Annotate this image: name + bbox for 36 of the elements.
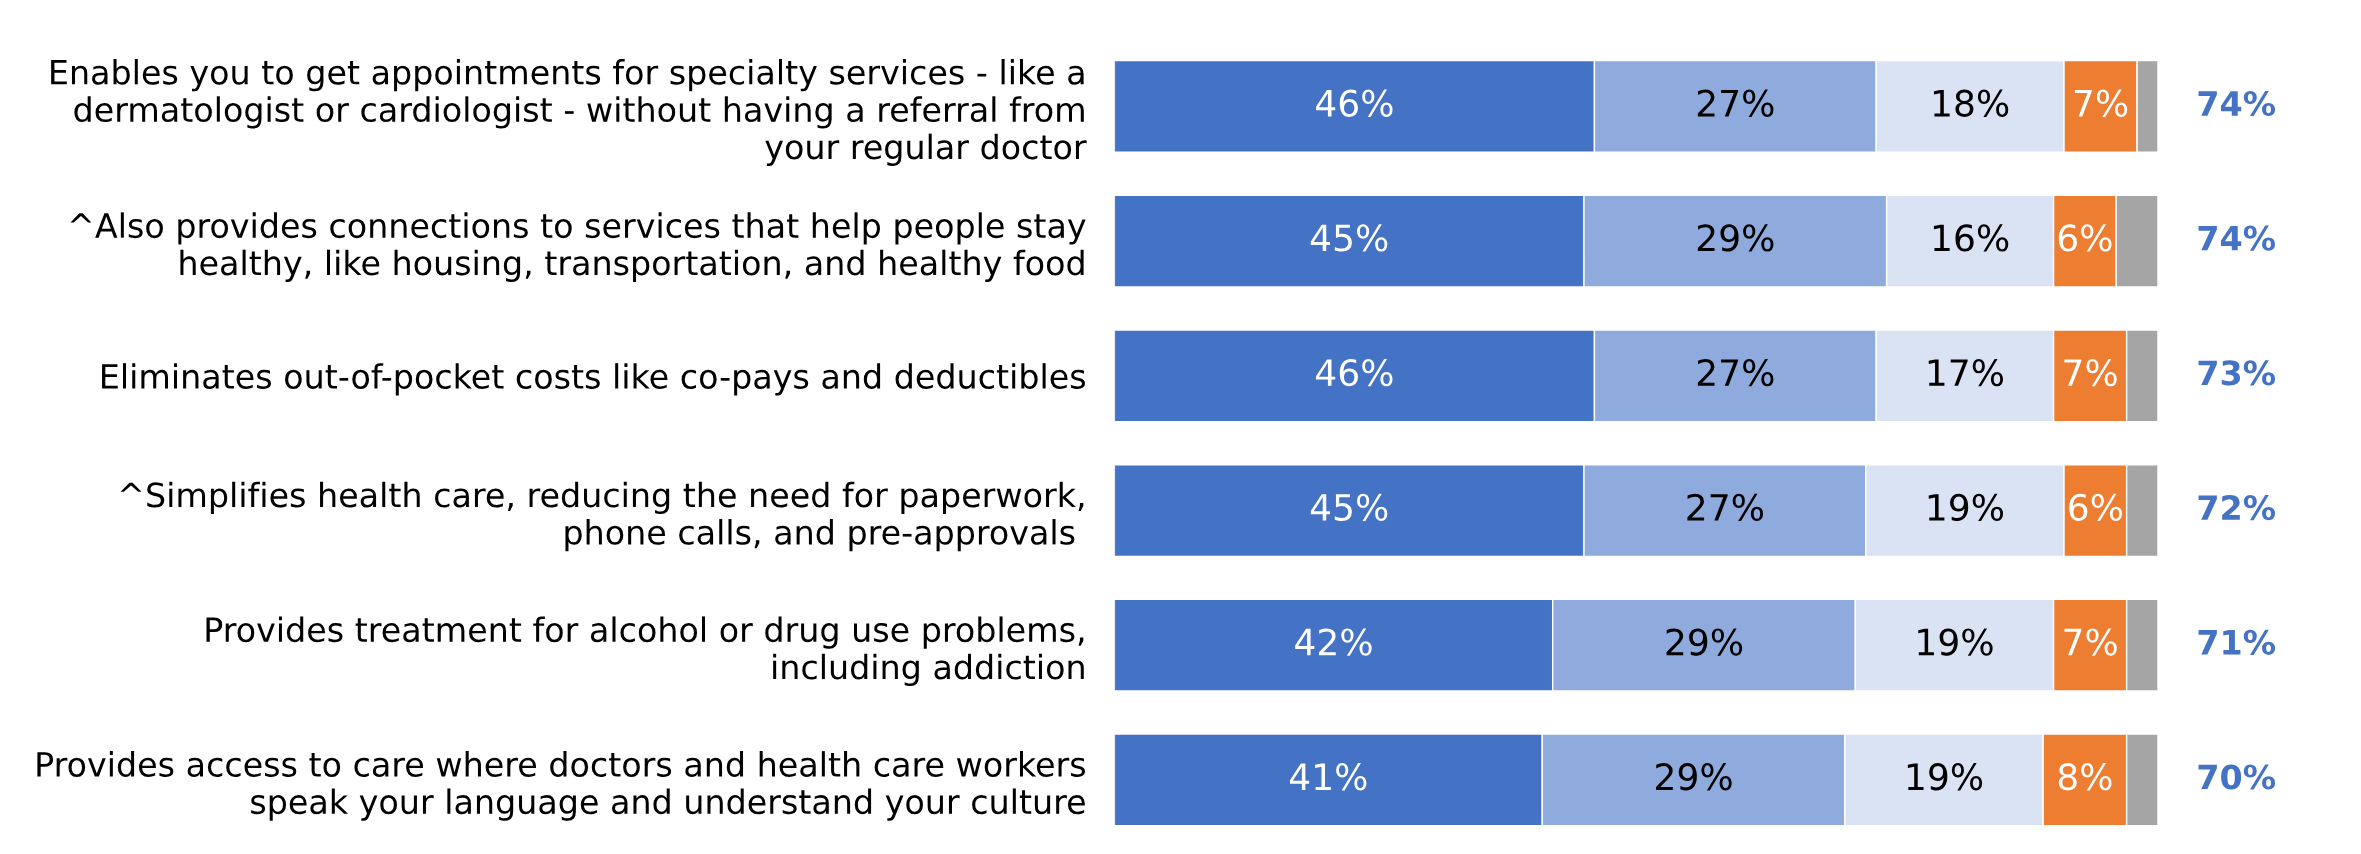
y-tick-label: Provides access to care where doctors and health care workers speak your language and understand your culture — [37, 751, 1085, 821]
data-label: 45% — [1310, 493, 1388, 521]
data-label: 19% — [1918, 628, 1993, 656]
data-label: 27% — [1697, 89, 1774, 117]
data-label: 7% — [2074, 89, 2128, 117]
y-tick-label: ^Also provides connections to services that help people stay healthy, like housing, transportation, and healthy food — [70, 212, 1086, 282]
data-label: 29% — [1666, 628, 1743, 656]
data-label: 45% — [1310, 224, 1388, 252]
data-label: 46% — [1316, 89, 1393, 117]
data-label: 19% — [1928, 493, 2004, 521]
text: 70% — [2198, 764, 2276, 790]
data-label: 17% — [1928, 358, 2004, 387]
y-tick-label: Provides treatment for alcohol or drug use problems, including addiction — [206, 616, 1084, 687]
text: 72% — [2198, 494, 2276, 521]
text: 74% — [2198, 225, 2276, 251]
data-label: 16% — [1933, 224, 2009, 252]
y-tick-label: Eliminates out-of-pocket costs like co-pays and deductibles — [102, 363, 1085, 396]
data-label: 29% — [1697, 224, 1774, 252]
data-label: 7% — [2064, 628, 2117, 656]
y-tick-label: ^Simplifies health care, reducing the need for paperwork, phone calls, and pre-approvals — [120, 481, 1084, 552]
text: 71% — [2198, 629, 2276, 655]
data-label: 6% — [2058, 224, 2112, 252]
text: 73% — [2198, 360, 2276, 386]
data-label: 42% — [1295, 628, 1372, 656]
data-label: 27% — [1697, 358, 1774, 387]
data-label: 46% — [1316, 358, 1393, 387]
data-label: 27% — [1687, 493, 1764, 521]
data-label: 18% — [1933, 89, 2009, 117]
y-tick-label: Enables you to get appointments for specialty services - like a dermatologist or cardiologist - without having a referral from your regular doctor — [51, 58, 1087, 166]
data-label: 6% — [2069, 493, 2122, 521]
data-label: 7% — [2064, 358, 2117, 387]
data-label: 19% — [1907, 763, 1983, 791]
text: 74% — [2198, 90, 2276, 117]
data-label: 8% — [2058, 763, 2112, 791]
data-label: 29% — [1656, 763, 1732, 791]
data-label: 41% — [1289, 763, 1367, 791]
